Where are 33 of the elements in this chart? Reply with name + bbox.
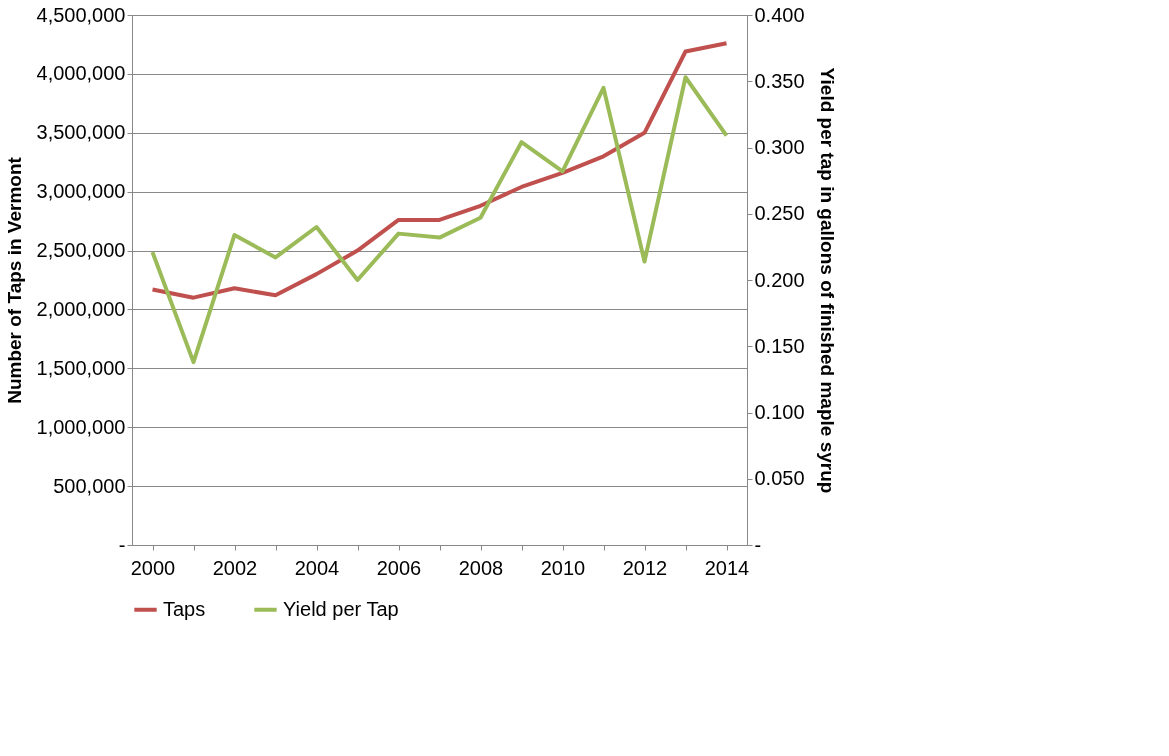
y-tick-label: 2,000,000 <box>36 297 126 320</box>
y2-tick-label: 0.400 <box>754 3 805 26</box>
x-tick-label: 2010 <box>540 556 586 579</box>
y-tick-label: 4,000,000 <box>36 62 126 85</box>
y2-tick-label: 0.050 <box>754 467 805 490</box>
y-tick-label: 1,500,000 <box>36 356 126 379</box>
legend-label: Taps <box>163 597 206 620</box>
y2-axis-title: Yield per tap in gallons of finished maple syrup <box>816 67 838 494</box>
y2-tick-label: 0.200 <box>754 268 805 291</box>
y2-tick-label: - <box>754 533 762 556</box>
legend-label: Yield per Tap <box>283 597 399 620</box>
y-tick-label: 3,500,000 <box>36 121 126 144</box>
y-tick-label: 3,000,000 <box>36 180 126 203</box>
x-tick-label: 2012 <box>622 556 668 579</box>
y-tick-label: 2,500,000 <box>36 239 126 262</box>
x-tick-label: 2004 <box>294 556 340 579</box>
y-tick-label: - <box>118 533 126 556</box>
y-tick-label: 1,000,000 <box>36 415 126 438</box>
y2-tick-label: 0.100 <box>754 401 805 423</box>
y-axis-title: Number of Taps in Vermont <box>3 156 25 404</box>
x-tick-label: 2000 <box>130 556 176 579</box>
line-series <box>150 41 729 300</box>
y-tick-label: 500,000 <box>53 474 126 497</box>
line-series <box>150 75 729 365</box>
y-tick-label: 4,500,000 <box>36 3 126 26</box>
y2-tick-label: 0.350 <box>754 69 805 92</box>
y2-tick-label: 0.250 <box>754 202 805 225</box>
y2-tick-label: 0.300 <box>754 136 805 158</box>
x-tick-label: 2008 <box>458 556 504 579</box>
x-tick-label: 2014 <box>704 556 750 579</box>
x-tick-label: 2002 <box>212 556 258 579</box>
x-tick-label: 2006 <box>376 556 422 579</box>
y2-tick-label: 0.150 <box>754 334 805 357</box>
